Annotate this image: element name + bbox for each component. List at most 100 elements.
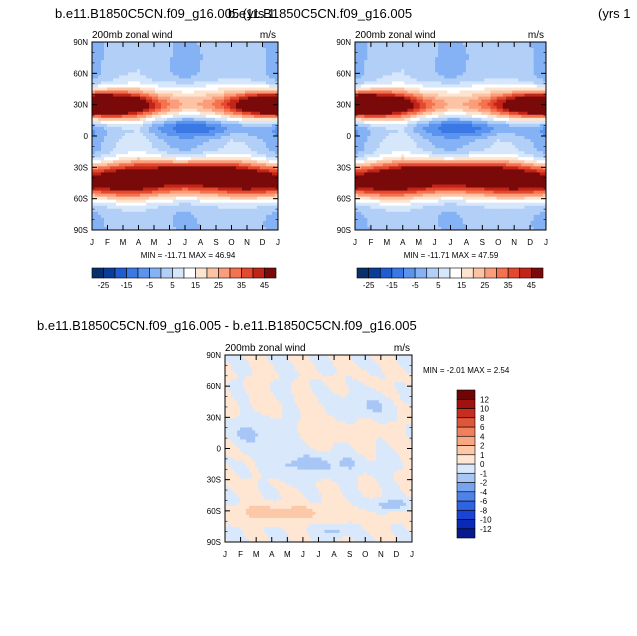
contour-cell: [134, 181, 138, 186]
contour-cell: [173, 105, 177, 110]
contour-cell: [236, 175, 240, 179]
contour-cell: [167, 178, 171, 182]
contour-cell: [146, 81, 150, 85]
contour-cell: [236, 178, 240, 182]
contour-cell: [125, 172, 129, 176]
contour-cell: [116, 163, 120, 167]
contour-cell: [212, 78, 216, 82]
contour-cell: [266, 96, 270, 101]
contour-cell: [110, 193, 114, 198]
contour-cell: [134, 132, 138, 137]
contour-cell: [239, 81, 243, 85]
contour-cell: [203, 60, 207, 64]
contour-cell: [200, 42, 204, 46]
contour-cell: [143, 214, 147, 219]
contour-cell: [122, 123, 126, 128]
contour-cell: [170, 214, 174, 219]
contour-cell: [197, 96, 201, 101]
contour-cell: [224, 66, 228, 70]
contour-cell: [236, 217, 240, 222]
contour-cell: [110, 102, 114, 107]
contour-cell: [200, 172, 204, 176]
contour-cell: [266, 51, 270, 55]
contour-cell: [125, 223, 129, 228]
contour-cell: [227, 93, 231, 98]
contour-cell: [155, 87, 159, 92]
contour-cell: [92, 160, 96, 164]
contour-cell: [257, 117, 261, 122]
contour-cell: [182, 78, 186, 82]
contour-cell: [361, 60, 365, 64]
contour-cell: [382, 81, 387, 85]
contour-cell: [137, 175, 141, 179]
contour-cell: [167, 211, 171, 216]
contour-cell: [98, 111, 102, 116]
contour-cell: [101, 187, 105, 192]
contour-cell: [179, 84, 183, 88]
contour-cell: [149, 223, 153, 228]
contour-cell: [92, 93, 96, 98]
contour-cell: [155, 145, 159, 149]
contour-cell: [173, 66, 177, 70]
contour-cell: [158, 81, 162, 85]
contour-cell: [104, 60, 108, 64]
contour-cell: [107, 172, 111, 176]
contour-cell: [230, 151, 234, 155]
contour-cell: [364, 90, 368, 95]
contour-cell: [398, 114, 402, 119]
contour-cell: [242, 87, 246, 92]
contour-cell: [221, 81, 225, 85]
contour-cell: [379, 142, 384, 146]
contour-cell: [269, 184, 273, 189]
contour-cell: [388, 166, 393, 170]
contour-cell: [218, 114, 222, 119]
contour-cell: [379, 202, 384, 207]
contour-cell: [370, 60, 374, 64]
contour-cell: [206, 78, 210, 82]
contour-cell: [158, 199, 162, 204]
contour-cell: [197, 187, 201, 192]
contour-cell: [113, 72, 117, 76]
contour-cell: [376, 90, 381, 95]
contour-cell: [140, 84, 144, 88]
contour-cell: [110, 51, 114, 55]
contour-cell: [206, 151, 210, 155]
contour-cell: [212, 54, 216, 58]
contour-cell: [242, 178, 246, 182]
contour-cell: [137, 190, 141, 195]
contour-cell: [227, 69, 231, 73]
contour-cell: [149, 87, 153, 92]
contour-cell: [98, 199, 102, 204]
contour-cell: [203, 96, 207, 101]
contour-cell: [391, 145, 396, 149]
contour-cell: [128, 172, 132, 176]
contour-cell: [398, 220, 402, 225]
contour-cell: [215, 202, 219, 207]
contour-cell: [194, 87, 198, 92]
contour-cell: [110, 187, 114, 192]
contour-cell: [134, 217, 138, 222]
contour-cell: [233, 42, 237, 46]
contour-cell: [230, 114, 234, 119]
contour-cell: [170, 51, 174, 55]
contour-cell: [215, 72, 219, 76]
contour-cell: [367, 214, 371, 219]
contour-cell: [95, 48, 99, 52]
contour-cell: [260, 163, 264, 167]
contour-cell: [260, 120, 264, 125]
contour-cell: [233, 120, 237, 125]
contour-cell: [272, 57, 276, 61]
contour-cell: [275, 63, 278, 67]
contour-cell: [395, 81, 399, 85]
contour-cell: [167, 193, 171, 198]
contour-cell: [218, 187, 222, 192]
contour-cell: [385, 190, 390, 195]
contour-cell: [358, 42, 362, 46]
contour-cell: [182, 114, 186, 119]
contour-cell: [373, 60, 378, 64]
contour-cell: [173, 214, 177, 219]
contour-cell: [239, 132, 243, 137]
contour-cell: [254, 75, 258, 79]
contour-cell: [263, 172, 267, 176]
contour-cell: [131, 202, 135, 207]
